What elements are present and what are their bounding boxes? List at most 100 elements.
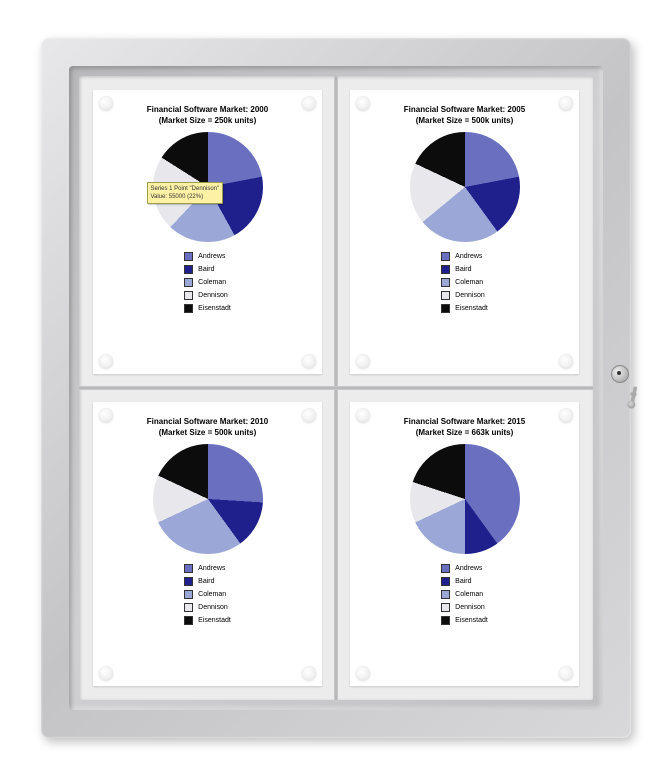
legend-item: Dennison <box>184 601 231 614</box>
legend-swatch <box>441 564 450 573</box>
panel-cell: Financial Software Market: 2000 (Market … <box>79 76 336 388</box>
key-icon <box>630 387 637 405</box>
legend-swatch <box>184 265 193 274</box>
magnet-pin <box>302 666 316 680</box>
legend-item: Coleman <box>441 588 488 601</box>
legend-item: Coleman <box>184 588 231 601</box>
legend-item: Baird <box>184 263 231 276</box>
magnet-pin <box>559 666 573 680</box>
legend-swatch <box>184 252 193 261</box>
legend-swatch <box>441 265 450 274</box>
legend-item: Baird <box>441 263 488 276</box>
magnet-pin <box>559 354 573 368</box>
magnet-pin <box>302 96 316 110</box>
legend-label: Andrews <box>455 562 482 575</box>
legend-label: Dennison <box>198 601 228 614</box>
pie-chart <box>410 444 520 554</box>
legend-swatch <box>184 577 193 586</box>
chart-title: Financial Software Market: 2000 (Market … <box>147 104 268 126</box>
legend-item: Andrews <box>184 562 231 575</box>
legend-swatch <box>441 577 450 586</box>
legend-item: Eisenstadt <box>184 614 231 627</box>
legend: AndrewsBairdColemanDennisonEisenstadt <box>184 562 231 627</box>
legend-item: Dennison <box>441 601 488 614</box>
legend-label: Coleman <box>198 588 226 601</box>
legend-item: Coleman <box>184 276 231 289</box>
legend-label: Baird <box>198 263 214 276</box>
legend-label: Dennison <box>198 289 228 302</box>
legend-label: Eisenstadt <box>198 302 231 315</box>
magnet-pin <box>302 408 316 422</box>
panel-cell: Financial Software Market: 2015 (Market … <box>336 388 593 700</box>
legend-label: Dennison <box>455 601 485 614</box>
pie-chart <box>153 444 263 554</box>
chart-sheet: Financial Software Market: 2015 (Market … <box>350 402 579 686</box>
lock-assembly[interactable] <box>607 365 633 411</box>
legend-label: Eisenstadt <box>198 614 231 627</box>
legend-label: Dennison <box>455 289 485 302</box>
legend-item: Dennison <box>441 289 488 302</box>
magnet-pin <box>356 354 370 368</box>
legend-label: Baird <box>455 575 471 588</box>
legend-item: Andrews <box>441 562 488 575</box>
legend-label: Eisenstadt <box>455 614 488 627</box>
legend-swatch <box>441 291 450 300</box>
chart-tooltip: Series 1 Point "Dennison" Value: 55000 (… <box>147 182 224 204</box>
magnet-pin <box>559 408 573 422</box>
legend-swatch <box>441 603 450 612</box>
legend-swatch <box>441 616 450 625</box>
magnet-pin <box>559 96 573 110</box>
chart-title: Financial Software Market: 2005 (Market … <box>404 104 525 126</box>
legend-item: Eisenstadt <box>441 302 488 315</box>
pie-wrap <box>410 444 520 554</box>
legend-label: Baird <box>455 263 471 276</box>
pie-wrap <box>410 132 520 242</box>
magnet-pin <box>99 666 113 680</box>
chart-sheet: Financial Software Market: 2010 (Market … <box>93 402 322 686</box>
legend-swatch <box>441 304 450 313</box>
pie-wrap: Series 1 Point "Dennison" Value: 55000 (… <box>153 132 263 242</box>
legend-label: Coleman <box>198 276 226 289</box>
panels-grid: Financial Software Market: 2000 (Market … <box>79 76 593 700</box>
legend-swatch <box>184 590 193 599</box>
legend-swatch <box>441 278 450 287</box>
legend-item: Eisenstadt <box>184 302 231 315</box>
legend-swatch <box>441 590 450 599</box>
magnet-pin <box>356 96 370 110</box>
stage: Financial Software Market: 2000 (Market … <box>0 0 672 776</box>
legend-swatch <box>441 252 450 261</box>
magnet-pin <box>99 354 113 368</box>
legend-label: Andrews <box>198 562 225 575</box>
legend: AndrewsBairdColemanDennisonEisenstadt <box>441 562 488 627</box>
chart-title: Financial Software Market: 2015 (Market … <box>404 416 525 438</box>
legend-label: Coleman <box>455 276 483 289</box>
panel-cell: Financial Software Market: 2010 (Market … <box>79 388 336 700</box>
magnet-pin <box>356 666 370 680</box>
chart-sheet: Financial Software Market: 2005 (Market … <box>350 90 579 374</box>
legend: AndrewsBairdColemanDennisonEisenstadt <box>441 250 488 315</box>
magnet-pin <box>99 96 113 110</box>
magnet-pin <box>99 408 113 422</box>
legend-swatch <box>184 603 193 612</box>
legend-item: Dennison <box>184 289 231 302</box>
legend-item: Coleman <box>441 276 488 289</box>
notice-board-frame: Financial Software Market: 2000 (Market … <box>41 38 631 738</box>
legend-swatch <box>184 304 193 313</box>
legend-item: Baird <box>441 575 488 588</box>
chart-sheet: Financial Software Market: 2000 (Market … <box>93 90 322 374</box>
pie-wrap <box>153 444 263 554</box>
legend-swatch <box>184 564 193 573</box>
panel-cell: Financial Software Market: 2005 (Market … <box>336 76 593 388</box>
legend-item: Andrews <box>441 250 488 263</box>
chart-title: Financial Software Market: 2010 (Market … <box>147 416 268 438</box>
legend-label: Coleman <box>455 588 483 601</box>
legend-item: Eisenstadt <box>441 614 488 627</box>
legend-item: Baird <box>184 575 231 588</box>
magnet-pin <box>302 354 316 368</box>
legend-item: Andrews <box>184 250 231 263</box>
magnet-pin <box>356 408 370 422</box>
legend-label: Baird <box>198 575 214 588</box>
lock-icon[interactable] <box>611 365 629 383</box>
legend: AndrewsBairdColemanDennisonEisenstadt <box>184 250 231 315</box>
pie-chart <box>410 132 520 242</box>
